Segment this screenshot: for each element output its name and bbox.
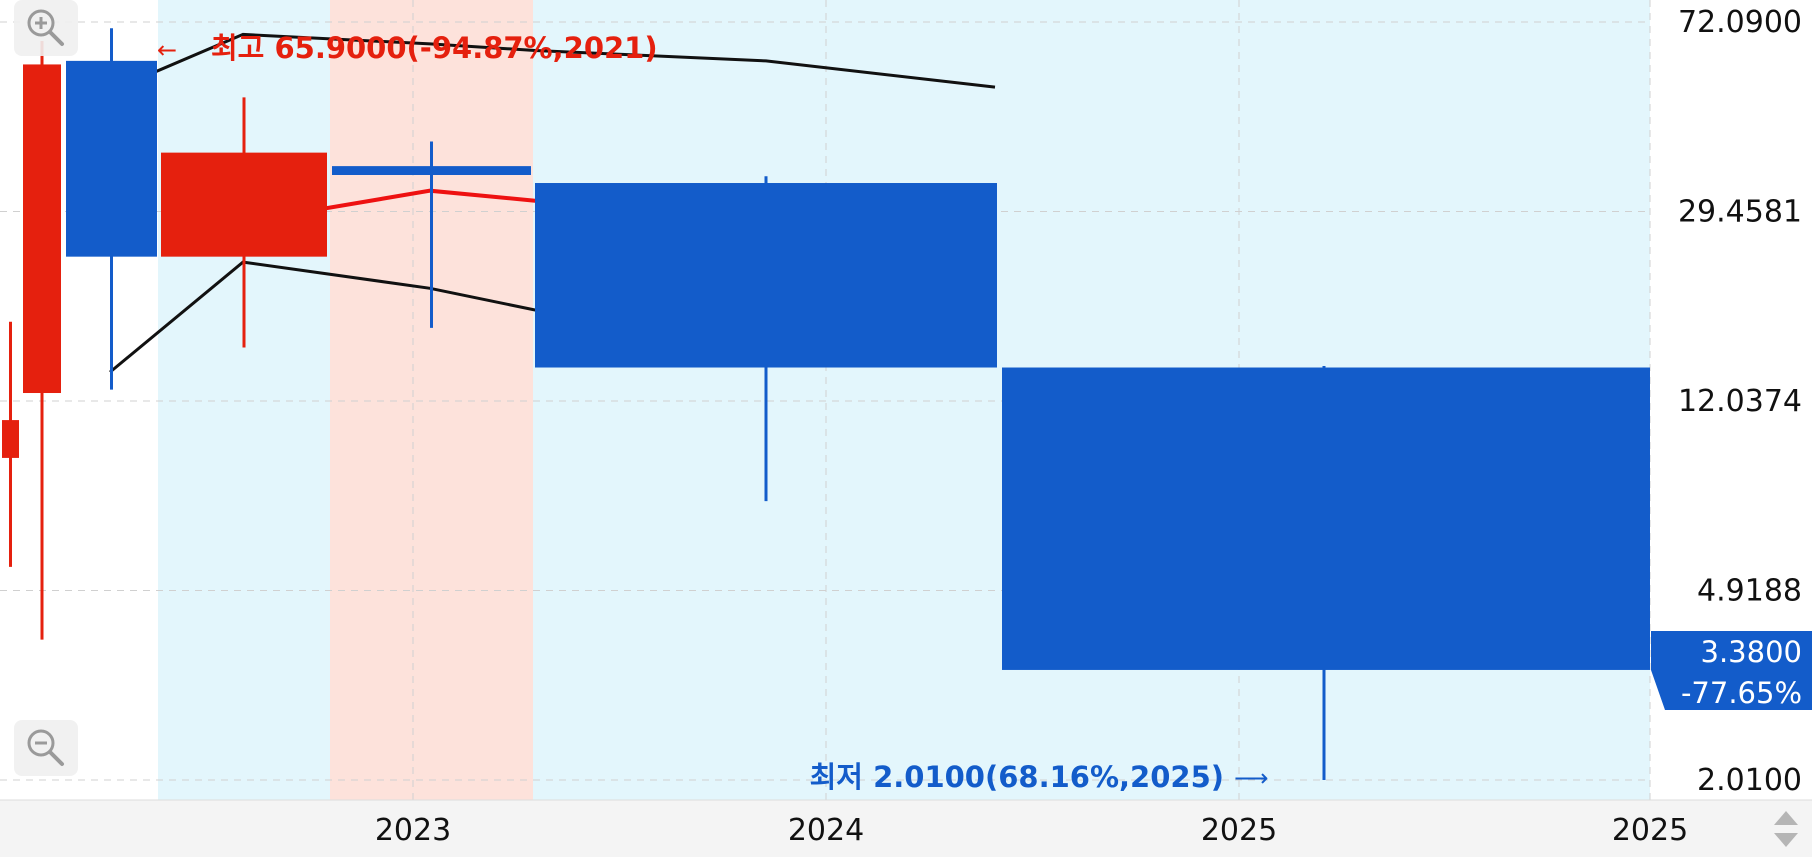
zoom-out-button[interactable] [14,720,78,776]
low-annotation-arrow: ⟶ [1234,764,1268,792]
high-annotation: ← 최고 65.9000(-94.87%,2021) [157,31,658,65]
annotations: ← 최고 65.9000(-94.87%,2021) 최저 2.0100(68.… [157,31,1268,794]
candle [535,176,997,502]
candle-body [161,152,327,257]
last-price-tag-shape [1651,631,1812,710]
candle-body [2,420,19,458]
candle [332,141,531,328]
up-down-arrows-icon [1774,811,1798,847]
candles [2,28,1650,780]
y-tick-label: 72.0900 [1678,5,1802,40]
high-annotation-text: 최고 65.9000(-94.87%,2021) [211,31,658,65]
x-tick-label: 2023 [375,813,451,848]
y-tick-label: 2.0100 [1697,763,1802,798]
candle [161,97,327,348]
candle [1002,366,1650,780]
y-tick-label: 29.4581 [1678,195,1802,230]
x-tick-label: 2025 [1201,813,1277,848]
y-tick-label: 4.9188 [1697,574,1802,609]
y-tick-label: 12.0374 [1678,384,1802,419]
low-annotation-text: 최저 2.0100(68.16%,2025) [810,760,1224,794]
last-price-change: -77.65% [1681,676,1802,710]
candle-body [332,166,531,175]
candle-body [1002,367,1650,670]
candle-body [66,60,157,257]
last-price-tag: 3.3800 -77.65% [1651,631,1812,710]
y-axis: 72.0900 29.4581 12.0374 4.9188 2.0100 [1678,5,1802,798]
zoom-in-button[interactable] [14,0,78,56]
x-axis: 2023 2024 2025 2025 [0,799,1812,857]
x-tick-label: 2025 [1612,813,1688,848]
x-tick-label: 2024 [788,813,864,848]
magnifier-minus-icon [27,729,64,766]
upper-band-line [109,32,996,93]
magnifier-plus-icon [27,9,64,46]
period-band-red [330,0,533,800]
scroll-arrows[interactable] [1768,805,1804,853]
x-axis-background [0,800,1812,857]
candle-body [23,64,61,394]
low-annotation: 최저 2.0100(68.16%,2025) ⟶ [810,760,1269,794]
last-price-value: 3.3800 [1701,635,1802,669]
candle [66,28,157,390]
candle-body [535,183,997,368]
candle [23,41,61,640]
high-annotation-arrow: ← [157,36,177,64]
candle [2,321,19,567]
